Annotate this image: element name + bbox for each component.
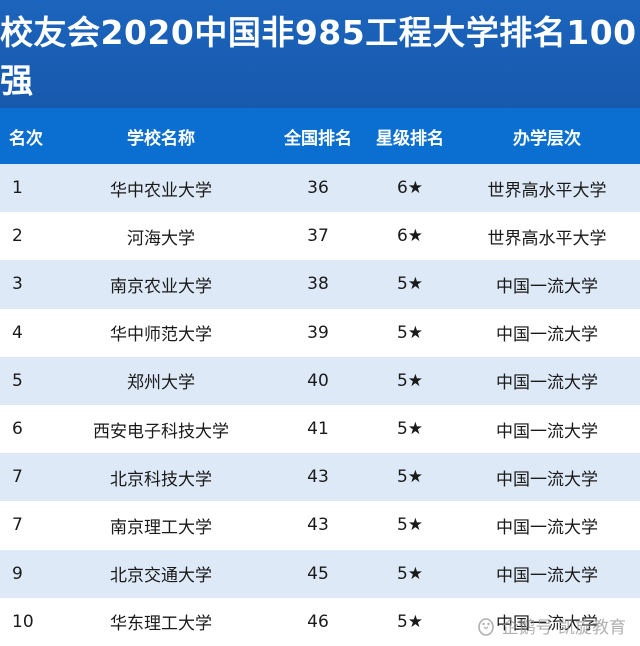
- rank-cell: 10: [0, 598, 52, 646]
- national-rank-cell: 36: [307, 178, 329, 199]
- watermark-text: 企鹅号 凯旋教育: [501, 618, 626, 638]
- school-cell: 北京交通大学: [110, 566, 212, 587]
- school-cell: 华东理工大学: [110, 614, 212, 635]
- table-row: 2 河海大学 37 6★ 世界高水平大学: [0, 212, 640, 261]
- rank-cell: 1: [0, 164, 52, 212]
- school-cell: 河海大学: [127, 228, 195, 249]
- star-rank-cell: 5★: [396, 370, 424, 391]
- national-rank-cell: 45: [307, 563, 329, 584]
- national-rank-cell: 43: [307, 467, 329, 488]
- star-rank-cell: 5★: [396, 515, 424, 536]
- national-rank-cell: 46: [307, 611, 329, 632]
- column-header-school[interactable]: 学校名称: [127, 128, 195, 149]
- level-cell: 中国一流大学: [496, 469, 598, 490]
- rank-value: 7: [12, 467, 23, 488]
- table-row: 4 华中师范大学 39 5★ 中国一流大学: [0, 308, 640, 357]
- table-row: 9 北京交通大学 45 5★ 中国一流大学: [0, 549, 640, 598]
- rank-value: 6: [12, 419, 23, 440]
- school-cell: 南京理工大学: [110, 517, 212, 538]
- school-cell: 华中农业大学: [110, 180, 212, 201]
- school-cell: 北京科技大学: [110, 469, 212, 490]
- level-cell: 中国一流大学: [496, 566, 598, 587]
- level-cell: 世界高水平大学: [487, 180, 607, 201]
- school-cell: 南京农业大学: [110, 276, 212, 297]
- column-header-level[interactable]: 办学层次: [513, 128, 581, 149]
- rank-value: 4: [12, 322, 23, 343]
- rank-cell: 6: [0, 405, 52, 453]
- rank-value: 2: [12, 226, 23, 247]
- star-rank-cell: 5★: [396, 611, 424, 632]
- rank-cell: 7: [0, 453, 52, 501]
- table-body: 1 华中农业大学 36 6★ 世界高水平大学 2 河海大学 37 6★ 世界高水…: [0, 164, 640, 646]
- star-rank-cell: 6★: [396, 226, 424, 247]
- national-rank-cell: 37: [307, 226, 329, 247]
- column-header-rank[interactable]: 名次: [9, 128, 43, 149]
- level-cell: 中国一流大学: [496, 421, 598, 442]
- table-row: 6 西安电子科技大学 41 5★ 中国一流大学: [0, 404, 640, 454]
- watermark: 企鹅号 凯旋教育: [476, 613, 626, 638]
- rank-cell: 3: [0, 260, 52, 308]
- rank-value: 5: [12, 370, 23, 391]
- rank-cell: 9: [0, 550, 52, 598]
- star-rank-cell: 5★: [396, 467, 424, 488]
- level-cell: 中国一流大学: [496, 325, 598, 346]
- school-cell: 西安电子科技大学: [93, 421, 229, 442]
- column-header-star-rank[interactable]: 星级排名: [376, 128, 444, 149]
- star-rank-cell: 5★: [396, 322, 424, 343]
- level-cell: 中国一流大学: [496, 614, 598, 635]
- table-row: 10 华东理工大学 46 5★ 中国一流大学: [0, 597, 640, 646]
- table-row: 7 北京科技大学 43 5★ 中国一流大学: [0, 453, 640, 502]
- level-cell: 中国一流大学: [496, 373, 598, 394]
- star-rank-cell: 5★: [396, 563, 424, 584]
- star-rank-cell: 5★: [396, 419, 424, 440]
- table-row: 1 华中农业大学 36 6★ 世界高水平大学: [0, 164, 640, 213]
- national-rank-cell: 43: [307, 515, 329, 536]
- rank-cell: 7: [0, 501, 52, 549]
- national-rank-cell: 39: [307, 322, 329, 343]
- rank-value: 10: [12, 611, 34, 632]
- level-cell: 世界高水平大学: [487, 228, 607, 249]
- star-rank-cell: 6★: [396, 178, 424, 199]
- school-cell: 华中师范大学: [110, 325, 212, 346]
- national-rank-cell: 41: [307, 419, 329, 440]
- national-rank-cell: 40: [307, 370, 329, 391]
- rank-cell: 5: [0, 357, 52, 405]
- school-cell: 郑州大学: [127, 373, 195, 394]
- rank-cell: 2: [0, 212, 52, 260]
- star-rank-cell: 5★: [396, 274, 424, 295]
- rank-value: 3: [12, 274, 23, 295]
- rank-value: 1: [12, 178, 23, 199]
- level-cell: 中国一流大学: [496, 276, 598, 297]
- column-header-national-rank[interactable]: 全国排名: [284, 128, 352, 149]
- table-row: 7 南京理工大学 43 5★ 中国一流大学: [0, 501, 640, 550]
- rank-cell: 4: [0, 309, 52, 357]
- rank-value: 7: [12, 515, 23, 536]
- table-row: 3 南京农业大学 38 5★ 中国一流大学: [0, 260, 640, 309]
- national-rank-cell: 38: [307, 274, 329, 295]
- penguin-icon: [476, 616, 496, 636]
- rank-value: 9: [12, 563, 23, 584]
- table-header: 名次 学校名称 全国排名 星级排名 办学层次: [0, 108, 640, 164]
- level-cell: 中国一流大学: [496, 517, 598, 538]
- table-row: 5 郑州大学 40 5★ 中国一流大学: [0, 356, 640, 405]
- page-title: 校友会2020中国非985工程大学排名100强: [0, 0, 640, 108]
